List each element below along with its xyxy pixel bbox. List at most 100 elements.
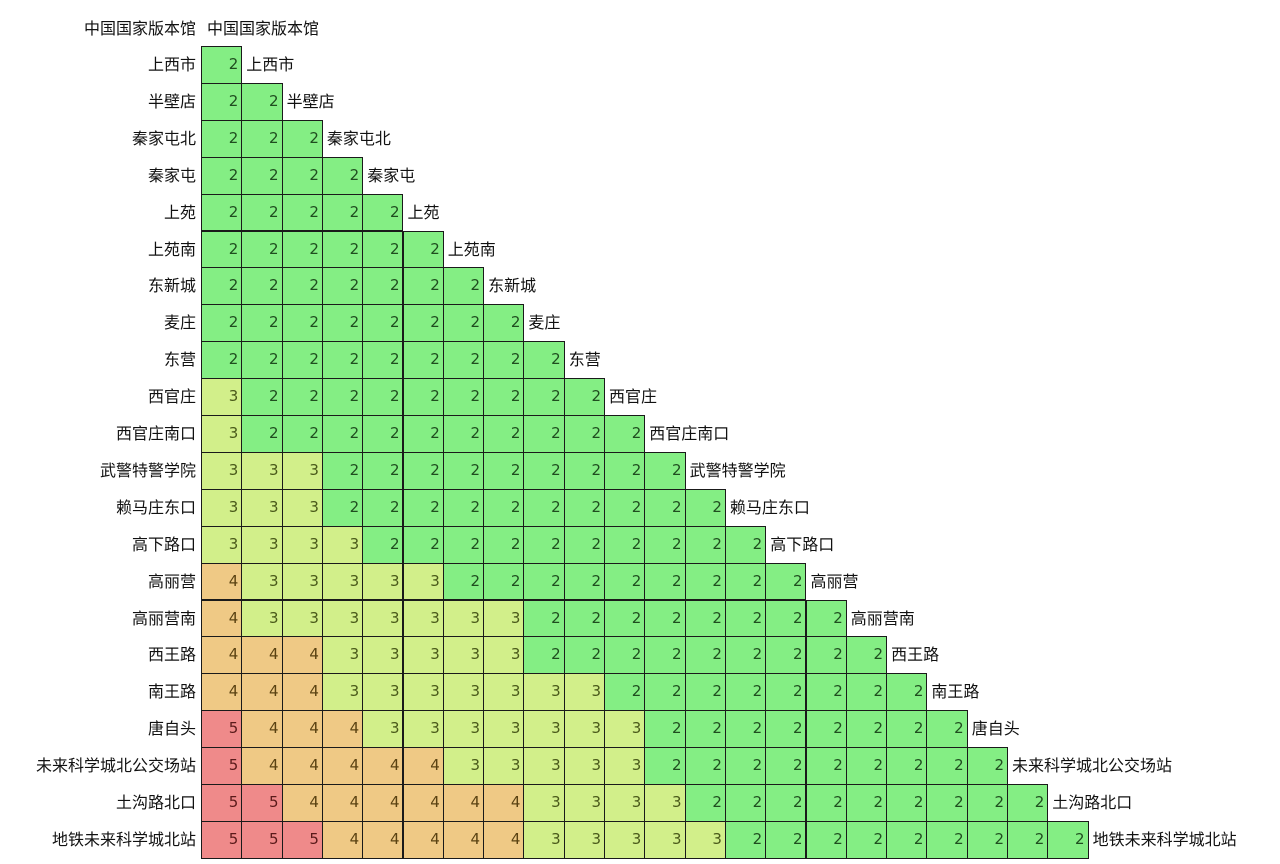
- fare-cell: 2: [402, 267, 444, 306]
- fare-cell: 3: [321, 525, 364, 564]
- fare-cell: 2: [644, 562, 686, 601]
- fare-cell: 2: [523, 378, 565, 416]
- fare-cell: 4: [201, 562, 243, 601]
- fare-cell: 2: [241, 156, 283, 195]
- fare-cell: 2: [604, 599, 646, 638]
- fare-cell: 2: [483, 451, 525, 490]
- fare-cell: 3: [523, 747, 565, 785]
- fare-cell: 4: [321, 747, 364, 785]
- fare-cell: 2: [604, 451, 646, 490]
- fare-cell: 2: [201, 82, 243, 121]
- fare-cell: 2: [765, 710, 807, 749]
- diagonal-station-label: 未来科学城北公交场站: [1012, 756, 1173, 776]
- fare-cell: 3: [563, 820, 605, 859]
- fare-cell: 2: [845, 710, 888, 749]
- diagonal-station-label: 秦家屯北: [326, 128, 391, 148]
- fare-cell: 2: [644, 488, 686, 527]
- fare-cell: 3: [201, 378, 243, 416]
- corner-row-label: 中国国家版本馆: [83, 19, 196, 38]
- fare-cell: 2: [402, 488, 444, 527]
- fare-cell: 2: [523, 599, 565, 638]
- fare-cell: 2: [241, 341, 283, 380]
- fare-cell: 2: [926, 710, 968, 749]
- fare-cell: 2: [402, 304, 444, 343]
- fare-cell: 2: [684, 710, 726, 749]
- fare-cell: 2: [201, 156, 243, 195]
- fare-cell: 3: [241, 599, 283, 638]
- fare-cell: 3: [362, 673, 404, 712]
- fare-cell: 2: [483, 562, 525, 601]
- fare-cell: 2: [362, 230, 404, 269]
- fare-cell: 2: [402, 230, 444, 269]
- fare-cell: 3: [684, 820, 726, 859]
- fare-cell: 2: [1007, 820, 1049, 859]
- fare-cell: 2: [886, 820, 928, 859]
- fare-cell: 2: [241, 304, 283, 343]
- fare-cell: 2: [442, 562, 485, 601]
- fare-cell: 2: [281, 341, 323, 380]
- fare-cell: 4: [241, 747, 283, 785]
- fare-cell: 4: [241, 673, 283, 712]
- fare-cell: 2: [281, 415, 323, 453]
- fare-cell: 2: [483, 525, 525, 564]
- fare-cell: 2: [926, 820, 968, 859]
- fare-cell: 2: [724, 710, 767, 749]
- fare-cell: 2: [604, 488, 646, 527]
- row-label: 上苑: [163, 202, 196, 222]
- fare-cell: 2: [563, 488, 605, 527]
- fare-cell: 3: [442, 673, 485, 712]
- fare-cell: 2: [724, 673, 767, 712]
- fare-cell: 2: [724, 747, 767, 785]
- row-label: 高丽营: [147, 571, 196, 591]
- fare-cell: 3: [402, 562, 444, 601]
- fare-cell: 2: [644, 673, 686, 712]
- diagonal-station-label: 东新城: [488, 276, 537, 296]
- fare-cell: 2: [402, 525, 444, 564]
- fare-cell: 2: [241, 119, 283, 158]
- fare-cell: 3: [483, 636, 525, 675]
- fare-cell: 2: [483, 341, 525, 380]
- fare-cell: 5: [241, 820, 283, 859]
- fare-cell: 2: [644, 525, 686, 564]
- fare-cell: 3: [402, 636, 444, 675]
- fare-cell: 4: [402, 747, 444, 785]
- fare-cell: 3: [442, 636, 485, 675]
- fare-cell: 2: [321, 341, 364, 380]
- fare-cell: 2: [886, 747, 928, 785]
- fare-cell: 2: [321, 304, 364, 343]
- diagonal-station-label: 上苑: [407, 202, 440, 222]
- fare-cell: 2: [321, 415, 364, 453]
- fare-cell: 2: [281, 304, 323, 343]
- fare-cell: 2: [201, 304, 243, 343]
- fare-cell: 2: [321, 156, 364, 195]
- fare-cell: 3: [442, 710, 485, 749]
- fare-cell: 2: [281, 119, 323, 158]
- fare-cell: 2: [483, 304, 525, 343]
- fare-cell: 4: [201, 636, 243, 675]
- row-label: 半壁店: [147, 91, 196, 111]
- fare-cell: 2: [563, 415, 605, 453]
- fare-cell: 3: [604, 747, 646, 785]
- fare-cell: 2: [523, 562, 565, 601]
- diagonal-station-label: 西官庄南口: [649, 424, 730, 443]
- fare-cell: 3: [201, 451, 243, 490]
- fare-cell: 2: [362, 415, 404, 453]
- fare-cell: 2: [281, 267, 323, 306]
- fare-cell: 2: [805, 636, 847, 675]
- fare-cell: 2: [442, 341, 485, 380]
- fare-cell: 2: [281, 378, 323, 416]
- fare-cell: 2: [724, 784, 767, 822]
- row-label: 秦家屯北: [131, 128, 196, 148]
- fare-cell: 4: [483, 820, 525, 859]
- fare-cell: 2: [684, 525, 726, 564]
- fare-cell: 2: [281, 230, 323, 269]
- fare-cell: 2: [442, 488, 485, 527]
- fare-cell: 3: [604, 820, 646, 859]
- fare-cell: 2: [362, 341, 404, 380]
- fare-cell: 5: [201, 820, 243, 859]
- fare-cell: 4: [402, 784, 444, 822]
- fare-cell: 2: [644, 599, 686, 638]
- fare-cell: 4: [402, 820, 444, 859]
- diagonal-station-label: 麦庄: [528, 313, 561, 333]
- fare-cell: 2: [523, 415, 565, 453]
